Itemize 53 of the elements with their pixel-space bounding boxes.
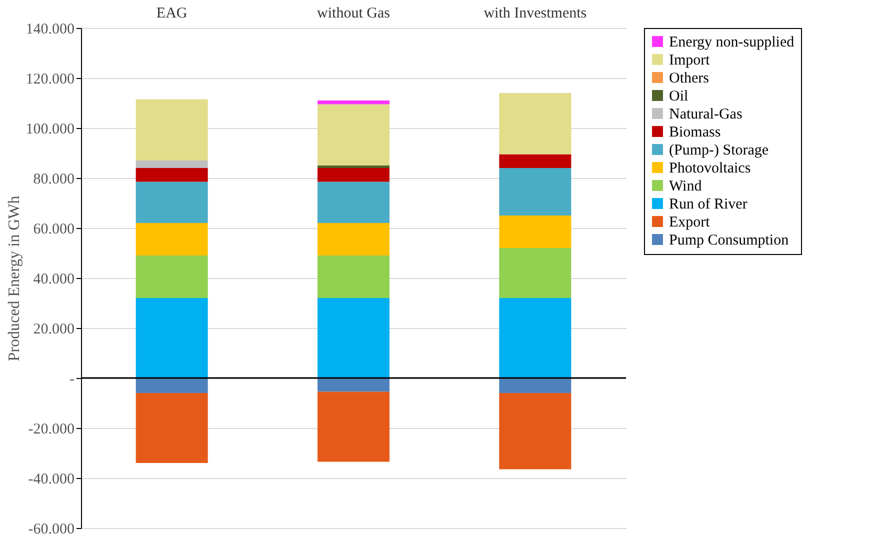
y-tick-label: -20.000 <box>28 422 74 438</box>
bar <box>499 298 572 378</box>
bar <box>499 93 572 154</box>
bar <box>318 298 390 378</box>
y-tick-label: 120.000 <box>26 72 74 88</box>
bar <box>136 393 208 463</box>
y-tick-label: 20.000 <box>33 322 74 338</box>
legend-label: Export <box>669 214 711 230</box>
bar <box>136 378 208 393</box>
legend-label: Import <box>669 52 711 68</box>
y-axis-title: Produced Energy in GWh <box>6 196 23 362</box>
bar <box>318 223 390 256</box>
legend-label: Run of River <box>669 196 748 212</box>
y-tick-label: 60.000 <box>33 222 74 238</box>
legend-label: Natural-Gas <box>669 106 742 122</box>
y-tick-label: -40.000 <box>28 472 74 488</box>
bar <box>136 298 208 378</box>
bar <box>499 378 572 393</box>
legend-label: Oil <box>669 88 688 104</box>
bar <box>499 216 572 248</box>
legend-label: (Pump-) Storage <box>669 142 769 158</box>
bar <box>136 256 208 298</box>
x-tick-label: with Investments <box>484 6 587 22</box>
bar <box>136 160 208 168</box>
y-tick-label: 40.000 <box>33 272 74 288</box>
bar <box>499 393 572 470</box>
bar <box>499 248 572 298</box>
bar <box>136 223 208 256</box>
x-tick-label: without Gas <box>317 6 390 22</box>
legend-label: Pump Consumption <box>669 232 790 248</box>
bar <box>318 378 390 392</box>
bar <box>318 168 390 182</box>
bar <box>318 100 390 104</box>
y-tick-label: 80.000 <box>33 172 74 188</box>
legend-label: Energy non-supplied <box>669 34 795 50</box>
bar <box>499 168 572 216</box>
legend-label: Wind <box>669 178 702 194</box>
bar <box>136 168 208 182</box>
bar <box>499 154 572 168</box>
bar <box>136 182 208 223</box>
bar <box>136 99 208 160</box>
bar <box>318 182 390 223</box>
bar <box>318 256 390 298</box>
y-tick-label: -60.000 <box>28 522 74 538</box>
y-tick-label: 100.000 <box>26 122 74 138</box>
legend-label: Others <box>669 70 710 86</box>
y-tick-label: - <box>70 372 74 388</box>
bar <box>318 104 390 166</box>
legend-label: Biomass <box>669 124 721 140</box>
x-tick-label: EAG <box>156 6 188 22</box>
legend-label: Photovoltaics <box>669 160 751 176</box>
y-tick-label: 140.000 <box>26 22 74 38</box>
bar <box>318 392 390 462</box>
